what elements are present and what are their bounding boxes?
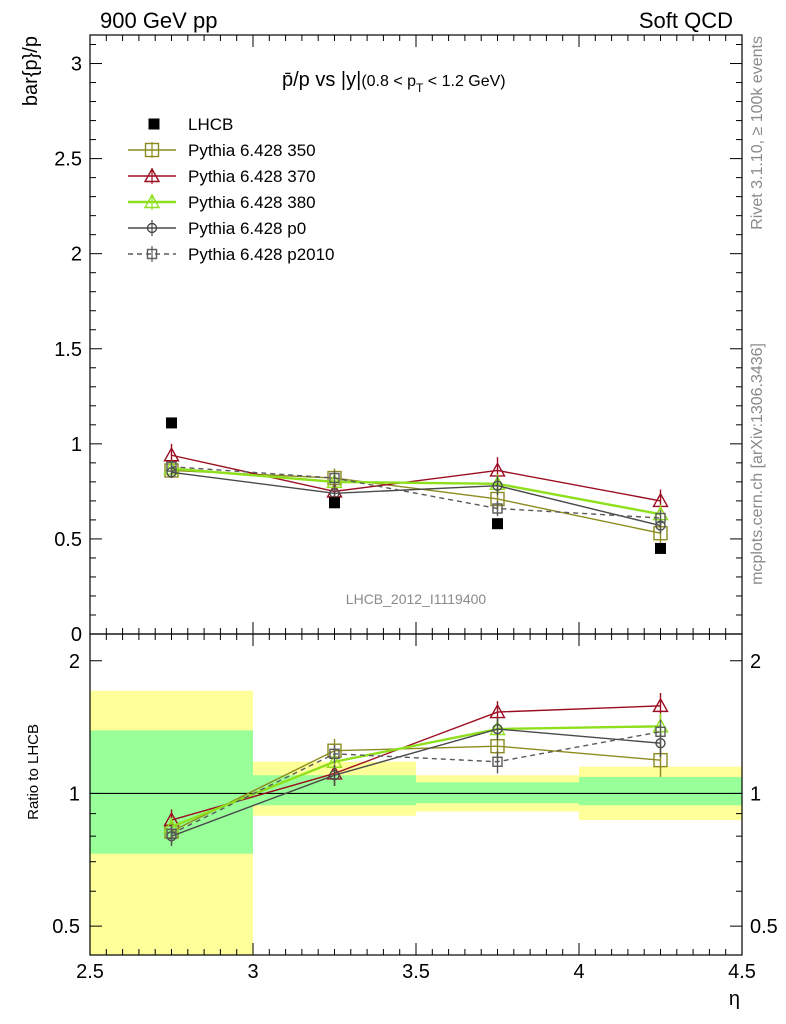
ratio-y-tick-label-right: 2 [750, 651, 761, 673]
y-tick-label: 2.5 [54, 149, 82, 171]
legend-marker-p350 [144, 142, 160, 158]
ratio-point-p0 [492, 723, 503, 735]
ratio-y-tick-label-right: 0.5 [750, 916, 778, 938]
ratio-point-p2010 [492, 756, 503, 767]
legend-label-p350: Pythia 6.428 350 [188, 141, 316, 160]
ratio-y-tick-label-left: 1 [69, 783, 80, 805]
point-p2010 [166, 461, 177, 472]
legend-label-p0: Pythia 6.428 p0 [188, 219, 306, 238]
series-p2010 [166, 460, 666, 526]
legend-label-p370: Pythia 6.428 370 [188, 167, 316, 186]
ratio-point-p2010 [655, 726, 666, 737]
series-line-p350 [171, 469, 661, 534]
ratio-point-p370 [652, 697, 669, 713]
series-line-p370 [171, 454, 661, 502]
legend-label-p2010: Pythia 6.428 p2010 [188, 245, 335, 264]
rivet-version-text: Rivet 3.1.10, ≥ 100k events [749, 36, 766, 230]
ratio-y-tick-label-right: 1 [750, 783, 761, 805]
uncertainty-band-inner [579, 776, 742, 806]
uncertainty-band-inner [416, 782, 579, 804]
series-line-p0 [171, 471, 661, 527]
legend-marker-p2010 [146, 248, 158, 260]
main-plot-title: p̄/p vs |y|(0.8 < pT < 1.2 GeV) [282, 69, 506, 95]
point-p2010 [329, 472, 340, 484]
legend-marker-p380 [143, 193, 161, 209]
legend-marker-lhcb [148, 118, 160, 130]
x-ticks: 2.5 3 3.5 4 4.5 [76, 634, 756, 983]
x-tick-label: 2.5 [76, 961, 104, 983]
ratio-point-p2010 [329, 748, 340, 760]
ratio-y-ticks: 0.5 0.5 1 1 2 2 [52, 651, 778, 938]
ratio-line-p2010 [171, 731, 661, 835]
main-panel: 0.5 1 1.5 2 2.5 3 0 bar{p}/p p̄/p vs |y|(0.8 <… [20, 34, 743, 646]
mcplots-text: mcplots.cern.ch [arXiv:1306.3436] [749, 343, 766, 585]
title-main: p̄/p vs |y| [282, 69, 361, 91]
data-point-lhcb [329, 497, 340, 509]
point-p2010 [492, 503, 503, 514]
x-tick-label: 4.5 [728, 961, 756, 983]
ratio-y-axis-label: Ratio to LHCB [25, 724, 42, 820]
main-y-axis-label: bar{p}/p [20, 36, 42, 106]
title-range-close: < 1.2 GeV) [423, 73, 505, 90]
point-p2010 [655, 512, 666, 524]
series-line-p380 [171, 467, 661, 516]
data-point-lhcb [655, 542, 666, 554]
y-tick-label: 1 [71, 434, 82, 456]
ratio-point-p370 [489, 703, 506, 719]
main-plot-area [163, 417, 669, 554]
ratio-plot-area [90, 690, 742, 955]
y-tick-label: 0.5 [54, 529, 82, 551]
title-pt-subscript: T [416, 81, 424, 95]
y-tick-label: 2 [71, 244, 82, 266]
ratio-series-p2010 [166, 719, 666, 844]
x-tick-label: 3.5 [402, 961, 430, 983]
x-tick-label: 3 [247, 961, 258, 983]
ratio-point-p0 [329, 769, 340, 781]
ratio-line-p350 [171, 745, 661, 833]
ratio-point-p2010 [166, 828, 177, 839]
analysis-watermark: LHCB_2012_I1119400 [346, 591, 487, 607]
ratio-y-tick-label-left: 0.5 [52, 916, 80, 938]
series-line-p2010 [171, 465, 661, 519]
data-point-lhcb [492, 518, 503, 530]
ratio-line-p0 [171, 728, 661, 837]
legend-label-p380: Pythia 6.428 380 [188, 193, 316, 212]
legend-marker-p370 [143, 167, 161, 183]
data-point-lhcb [166, 417, 177, 429]
header-right: Soft QCD [639, 8, 733, 33]
y-tick-label: 1.5 [54, 339, 82, 361]
ratio-y-tick-label-left: 2 [69, 651, 80, 673]
title-range-open: (0.8 < p [361, 73, 416, 90]
ratio-panel: 0.5 0.5 1 1 2 2 2.5 3 3.5 4 4.5 Ratio to LHCB η [25, 633, 778, 1010]
y-tick-label: 3 [71, 54, 82, 76]
series-lhcb-data [166, 417, 666, 554]
point-p0 [492, 480, 503, 491]
legend-label-lhcb: LHCB [188, 115, 233, 134]
x-axis-label: η [729, 988, 740, 1010]
ratio-line-p370 [171, 705, 661, 821]
x-tick-label: 4 [573, 961, 584, 983]
legend: LHCB Pythia 6.428 350 Pythia 6.428 370 Pyth… [128, 115, 335, 264]
y-tick-label-partial: 0 [71, 624, 82, 646]
legend-marker-p0 [146, 222, 158, 234]
main-y-ticks: 0.5 1 1.5 2 2.5 3 0 [54, 35, 743, 646]
header-left: 900 GeV pp [100, 8, 217, 33]
